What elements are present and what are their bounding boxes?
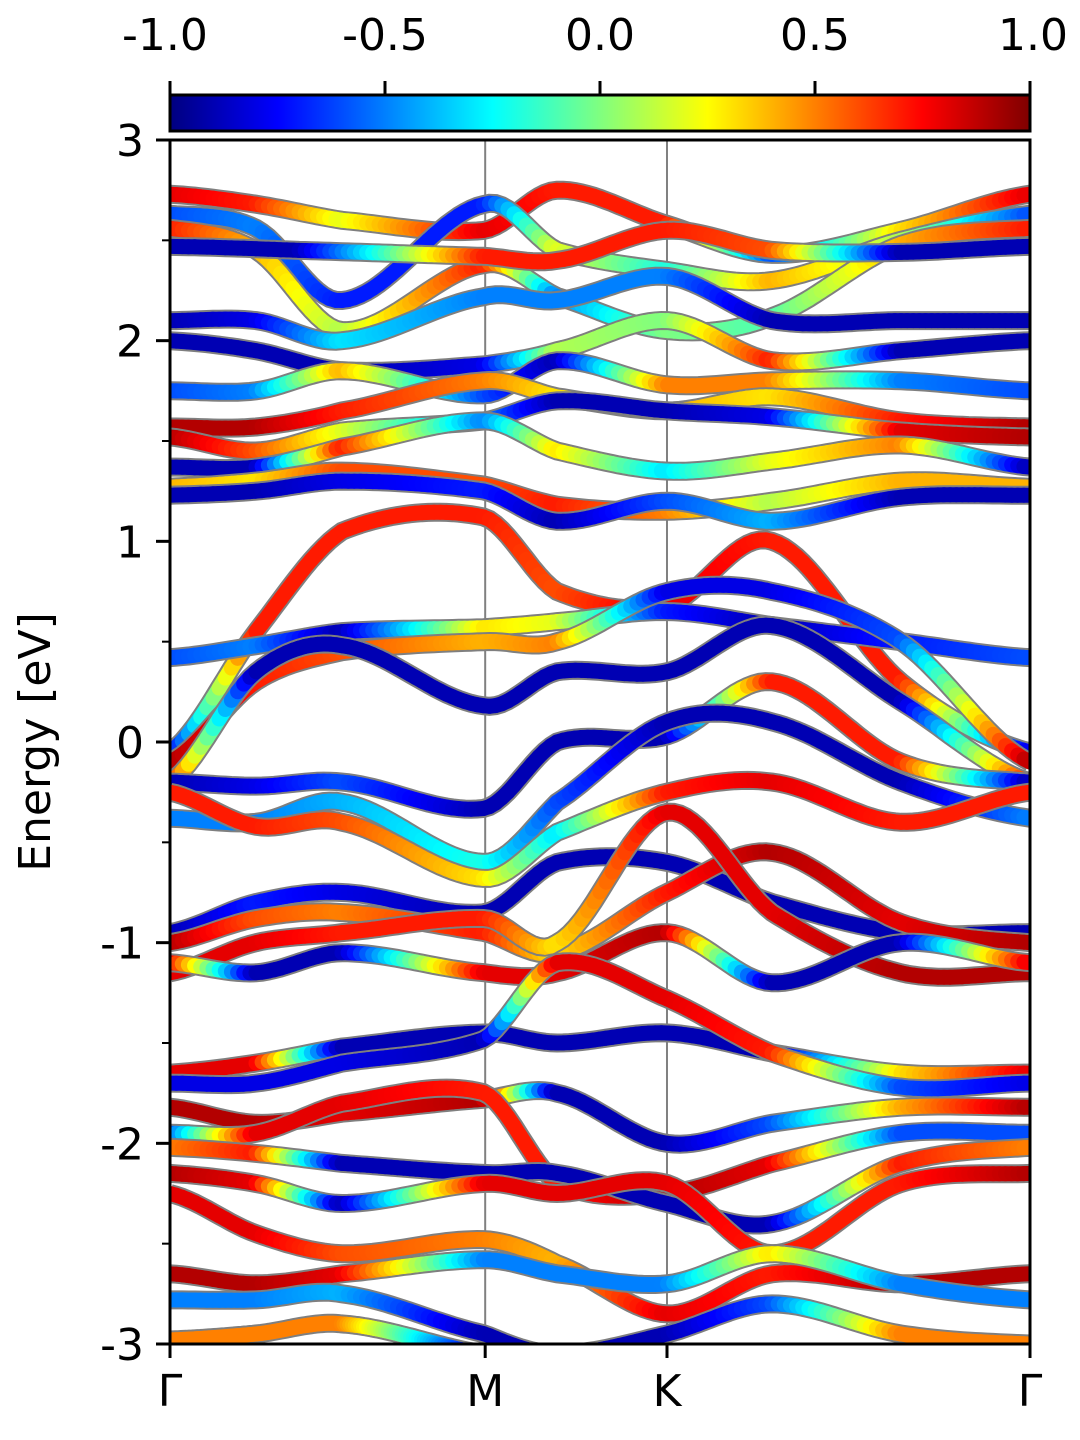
y-axis-ticks: 3 2 1 0 -1 -2 -3 — [100, 116, 170, 1371]
band-segment — [436, 1338, 454, 1344]
band-segment — [499, 1357, 502, 1358]
band-segment — [502, 1358, 505, 1359]
band — [170, 351, 1030, 405]
band-segment — [442, 1339, 459, 1344]
band-segment — [506, 1337, 527, 1344]
band-segment — [600, 1339, 620, 1344]
band — [170, 770, 1030, 888]
band-segment — [513, 1340, 532, 1344]
colorbar: -1.0 -0.5 0.0 0.5 1.0 — [122, 10, 1068, 133]
band — [170, 1313, 510, 1360]
band-segment — [569, 1353, 575, 1354]
y-tick-label: 0 — [116, 718, 144, 769]
band — [170, 615, 1030, 792]
k-point-label: M — [466, 1366, 504, 1417]
k-point-label: Γ — [1018, 1366, 1043, 1417]
band-segment — [462, 1343, 471, 1344]
y-tick-label: 2 — [116, 317, 144, 368]
band-segment — [491, 1356, 494, 1357]
band-segment — [496, 1357, 499, 1358]
band-segment — [458, 1342, 470, 1344]
band-segment — [590, 1342, 605, 1344]
y-tick-label: -2 — [100, 1119, 144, 1170]
y-tick-label: -3 — [100, 1320, 144, 1371]
band-segment — [439, 1338, 457, 1344]
band — [170, 220, 1030, 272]
colorbar-ticks: -1.0 -0.5 0.0 0.5 1.0 — [122, 10, 1068, 95]
band-segment — [493, 1356, 496, 1357]
k-point-label: Γ — [158, 1366, 183, 1417]
band — [170, 1244, 1030, 1310]
colorbar-tick-label: -1.0 — [122, 10, 208, 61]
band-segment — [582, 1352, 588, 1353]
band-segment — [474, 1352, 477, 1353]
band — [170, 1184, 1030, 1324]
band-segment — [466, 1343, 471, 1344]
y-axis-title: Energy [eV] — [10, 612, 61, 872]
y-tick-label: 1 — [116, 517, 144, 568]
band-segment — [445, 1340, 461, 1344]
band-segment — [539, 1352, 545, 1353]
colorbar-tick-label: 0.0 — [565, 10, 635, 61]
y-tick-label: -1 — [100, 919, 144, 970]
band — [170, 411, 1030, 481]
band-segment — [529, 1343, 537, 1344]
band-segment — [477, 1353, 480, 1354]
band — [170, 802, 1030, 987]
band-segment — [488, 1355, 491, 1356]
colorbar-tick-label: 0.5 — [780, 10, 850, 61]
bands — [170, 180, 1030, 1360]
plot-area: 3 2 1 0 -1 -2 -3 Γ M K Γ Energy [eV] — [10, 116, 1043, 1417]
band-segment — [520, 1341, 536, 1344]
colorbar-tick-label: 1.0 — [998, 10, 1068, 61]
band — [170, 952, 1030, 1099]
band — [170, 1282, 1030, 1354]
y-tick-label: 3 — [116, 116, 144, 167]
band-segment — [451, 1341, 466, 1344]
band-segment — [605, 1338, 626, 1344]
colorbar-tick-label: -0.5 — [342, 10, 428, 61]
band-segment — [507, 1359, 510, 1360]
band-segment — [595, 1340, 613, 1344]
colorbar-gradient — [168, 93, 1032, 133]
band-segment — [575, 1352, 581, 1353]
band-segment — [455, 1342, 468, 1344]
band-segment — [448, 1340, 464, 1344]
band-segment — [505, 1358, 508, 1359]
band-segment — [471, 1352, 474, 1353]
band-segment — [545, 1353, 551, 1354]
band — [170, 471, 1030, 531]
k-point-label: K — [653, 1366, 683, 1417]
band — [170, 266, 1030, 351]
band-segment — [587, 1343, 598, 1344]
